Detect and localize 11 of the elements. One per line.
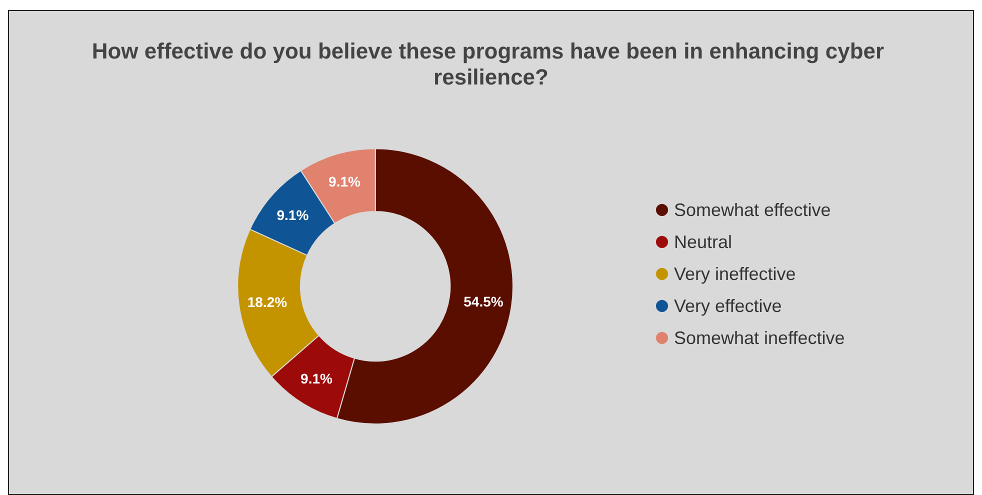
data-label: 18.2% <box>247 294 288 310</box>
legend-label: Very ineffective <box>674 264 796 284</box>
data-label: 9.1% <box>300 370 333 386</box>
data-label: 9.1% <box>328 173 362 190</box>
data-label: 54.5% <box>464 294 504 310</box>
data-label: 9.1% <box>276 206 310 223</box>
chart-title: How effective do you believe these programs have been in enhancing cyber resilience? <box>92 38 890 90</box>
legend-label: Very effective <box>674 296 782 316</box>
legend-label: Somewhat effective <box>674 200 831 220</box>
legend-label: Neutral <box>674 232 732 252</box>
legend-label: Somewhat ineffective <box>674 328 845 348</box>
